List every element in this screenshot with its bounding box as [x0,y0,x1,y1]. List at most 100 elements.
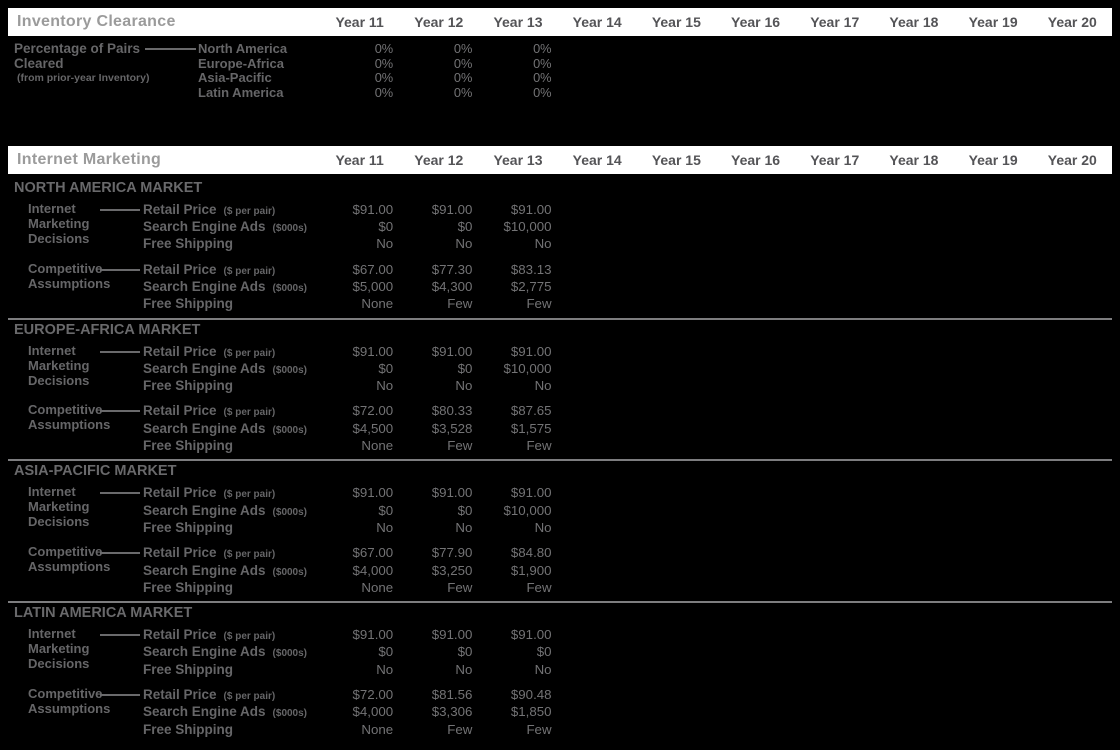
group-label-decisions: Internet Marketing Decisions [8,626,100,678]
value-cell: $4,000 [352,704,394,720]
value-cell: $72.00 [352,686,394,702]
value-cell: 0% [533,85,552,101]
row-label: Free Shipping [143,661,320,680]
table-row: Retail Price ($ per pair) $67.00 $77.30 $83… [143,261,1112,278]
year-column-header: Year 12 [414,14,464,30]
row-label-text: Search Engine Ads [143,420,266,436]
row-unit-label: ($000s) [272,506,308,518]
internet-marketing-body: NORTH AMERICA MARKET Internet Marketing De… [8,174,1112,738]
market-title: EUROPE-AFRICA MARKET [14,321,201,338]
market-section: ASIA-PACIFIC MARKET Internet Marketing Dec… [8,464,1112,604]
market-section: EUROPE-AFRICA MARKET Internet Marketing De… [8,321,1112,462]
group-label-line: Assumptions [28,559,111,575]
row-label: Free Shipping [143,579,320,598]
year-column-header: Year 20 [1047,151,1097,168]
table-row: Retail Price ($ per pair) $72.00 $81.56 $90… [143,686,1112,703]
row-label-text: Search Engine Ads [143,219,266,235]
row-unit-label: ($000s) [272,708,308,720]
year-column-header: Year 13 [493,151,543,168]
value-cell: No [534,378,552,394]
connector-dash-column [100,686,143,738]
inventory-region-row: North America 0% 0% 0% [198,41,1112,57]
value-cell: $84.80 [510,545,552,561]
year-column-header: Year 17 [810,14,860,30]
row-label-text: Free Shipping [143,438,234,454]
group-label-line: Marketing [28,215,90,231]
row-label-text: Free Shipping [143,236,234,252]
value-cell: None [361,579,394,595]
value-cell: $91.00 [510,343,552,359]
row-unit-label: ($ per pair) [223,631,276,643]
value-cell: No [455,378,473,394]
value-cell: $3,250 [431,562,473,578]
row-unit-label: ($000s) [272,223,308,235]
competitive-assumptions-block: Competitive Assumptions Retail Price ($ pe… [8,544,1112,596]
table-row: Free Shipping None Few Few [143,721,1112,738]
decisions-block: Internet Marketing Decisions Retail Price (… [8,343,1112,395]
value-cell: $67.00 [352,545,394,561]
row-unit-label: ($ per pair) [223,347,276,359]
row-label-text: Free Shipping [143,519,234,535]
row-label-text: Free Shipping [143,296,234,312]
group-label-line: Competitive [28,260,103,276]
decisions-block: Internet Marketing Decisions Retail Price (… [8,484,1112,536]
value-cell: $10,000 [503,502,552,518]
row-label: Search Engine Ads ($000s) [143,502,320,521]
inventory-row-label-note: (from prior-year Inventory) [17,72,150,84]
row-unit-label: ($ per pair) [223,205,276,217]
row-unit-label: ($000s) [272,424,308,436]
market-divider [8,601,1112,604]
year-column-header: Year 16 [731,151,781,168]
table-row: Retail Price ($ per pair) $91.00 $91.00 $91… [143,343,1112,360]
value-cell: Few [447,721,473,737]
row-unit-label: ($000s) [272,282,308,294]
row-label: Free Shipping [143,437,320,456]
value-cell: $77.30 [431,261,473,277]
row-unit-label: ($ per pair) [223,407,276,419]
market-title: NORTH AMERICA MARKET [14,179,203,196]
table-row: Search Engine Ads ($000s) $0 $0 $10,000 [143,360,1112,377]
year-column-header: Year 19 [968,14,1018,30]
group-label-line: Assumptions [28,417,111,433]
inventory-region-row: Europe-Africa 0% 0% 0% [198,56,1112,72]
value-cell: $91.00 [510,485,552,501]
market-divider [8,317,1112,320]
group-label-line: Assumptions [28,275,111,291]
row-label: Retail Price ($ per pair) [143,686,320,705]
value-cell: Few [526,296,552,312]
value-cell: $91.00 [352,627,394,643]
group-label-decisions: Internet Marketing Decisions [8,343,100,395]
row-label: Retail Price ($ per pair) [143,484,320,503]
group-label-line: Competitive [28,544,103,560]
row-unit-label: ($000s) [272,566,308,578]
section-title-internet-marketing: Internet Marketing [17,150,162,168]
value-cell: $4,300 [431,278,473,294]
row-label-text: Search Engine Ads [143,278,266,294]
competitive-assumptions-block: Competitive Assumptions Retail Price ($ pe… [8,261,1112,313]
value-cell: None [361,296,394,312]
table-row: Search Engine Ads ($000s) $0 $0 $10,000 [143,502,1112,519]
value-cell: $91.00 [510,627,552,643]
group-label-line: Marketing [28,641,90,657]
value-cell: Few [447,579,473,595]
table-row: Search Engine Ads ($000s) $4,000 $3,306 $1,… [143,703,1112,720]
value-cell: $0 [536,644,552,660]
row-label-text: Retail Price [143,485,217,501]
row-label: Free Shipping [143,235,320,254]
connector-dash [145,48,196,50]
table-row: Retail Price ($ per pair) $91.00 $91.00 $91… [143,626,1112,643]
value-cell: 0% [374,41,394,56]
value-cell: $91.00 [510,201,552,217]
row-label: Retail Price ($ per pair) [143,544,320,563]
value-cell: $0 [457,644,473,660]
year-column-header: Year 18 [889,151,939,168]
value-cell: None [361,721,394,737]
value-cell: No [534,661,552,677]
year-column-header: Year 14 [572,151,622,168]
decisions-rows: Retail Price ($ per pair) $91.00 $91.00 $91… [143,484,1112,536]
group-label-competitive: Competitive Assumptions [8,402,111,454]
region-name: Asia-Pacific [198,70,272,86]
row-unit-label: ($ per pair) [223,549,276,561]
value-cell: No [376,519,394,535]
group-label-line: Decisions [28,372,90,388]
